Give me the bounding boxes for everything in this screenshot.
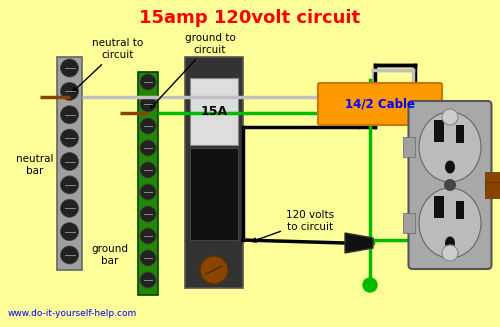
Circle shape	[60, 246, 78, 264]
Ellipse shape	[445, 236, 455, 250]
Circle shape	[140, 250, 156, 266]
Circle shape	[140, 272, 156, 288]
Bar	[403, 213, 415, 233]
Text: www.do-it-yourself-help.com: www.do-it-yourself-help.com	[8, 309, 137, 318]
Circle shape	[363, 278, 377, 292]
Ellipse shape	[419, 112, 481, 182]
Circle shape	[60, 199, 78, 217]
Polygon shape	[345, 233, 373, 253]
Circle shape	[60, 152, 78, 170]
Circle shape	[140, 228, 156, 244]
Bar	[485, 182, 500, 198]
Text: 15A: 15A	[200, 105, 228, 118]
Text: ground to
circuit: ground to circuit	[151, 33, 236, 108]
Circle shape	[60, 106, 78, 124]
Bar	[434, 196, 444, 218]
Circle shape	[140, 140, 156, 156]
Ellipse shape	[445, 161, 455, 174]
Bar	[138, 72, 158, 295]
Circle shape	[140, 96, 156, 112]
FancyBboxPatch shape	[318, 83, 442, 125]
Bar	[434, 120, 444, 142]
Circle shape	[60, 59, 78, 77]
Bar	[403, 137, 415, 157]
Circle shape	[60, 82, 78, 100]
Circle shape	[140, 206, 156, 222]
Circle shape	[444, 179, 456, 191]
Bar	[57, 57, 82, 270]
Circle shape	[140, 184, 156, 200]
Bar	[190, 78, 238, 145]
Text: 15amp 120volt circuit: 15amp 120volt circuit	[140, 9, 360, 27]
Ellipse shape	[419, 188, 481, 258]
Bar	[456, 125, 464, 143]
FancyBboxPatch shape	[408, 101, 492, 269]
Circle shape	[442, 245, 458, 261]
Circle shape	[60, 223, 78, 241]
Circle shape	[200, 256, 228, 284]
Circle shape	[60, 129, 78, 147]
Bar	[456, 201, 464, 219]
Circle shape	[140, 118, 156, 134]
Circle shape	[442, 109, 458, 125]
Circle shape	[140, 162, 156, 178]
Text: neutral
bar: neutral bar	[16, 154, 54, 176]
Bar	[185, 57, 243, 288]
Text: ground
bar: ground bar	[92, 244, 128, 266]
Bar	[190, 148, 238, 240]
Circle shape	[60, 176, 78, 194]
Text: 14/2 Cable: 14/2 Cable	[345, 97, 415, 111]
Text: neutral to
circuit: neutral to circuit	[72, 38, 144, 92]
Bar	[485, 172, 500, 188]
Circle shape	[140, 74, 156, 90]
Text: 120 volts
to circuit: 120 volts to circuit	[252, 210, 334, 242]
